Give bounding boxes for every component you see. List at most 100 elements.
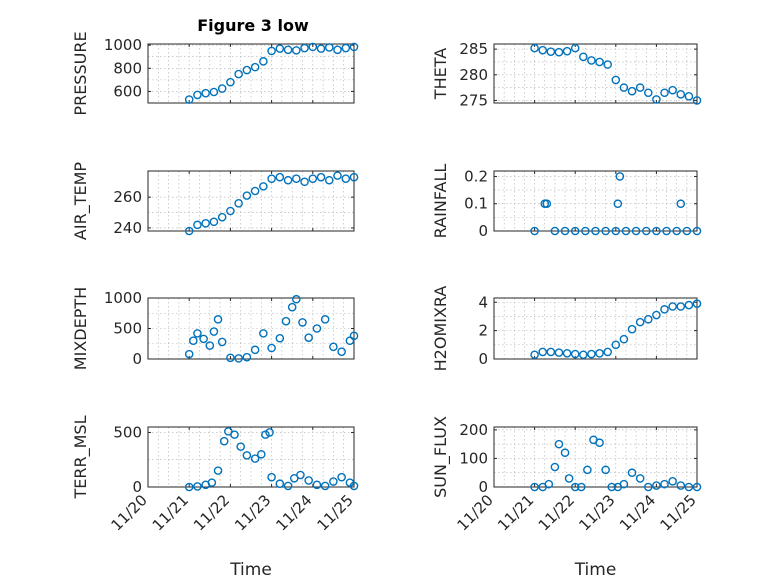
panel-pressure: 600 800 1000 PRESSURE <box>71 31 359 116</box>
data-point <box>692 226 702 236</box>
data-point <box>267 343 276 353</box>
data-point <box>345 336 355 346</box>
x-tick-label: 11/24 <box>272 491 315 534</box>
data-point <box>692 482 702 492</box>
data-point <box>283 175 293 185</box>
data-point <box>250 186 260 196</box>
data-point <box>643 482 653 492</box>
data-point <box>333 171 342 180</box>
y-tick-label: 100 <box>459 449 488 467</box>
data-point <box>613 199 623 209</box>
y-tick-label: 800 <box>113 59 142 77</box>
x-tick-label: 11/24 <box>616 491 659 534</box>
data-point <box>662 226 671 236</box>
data-point <box>300 43 309 53</box>
data-point <box>635 474 645 483</box>
data-point <box>193 482 202 491</box>
data-point <box>250 345 260 355</box>
data-point <box>230 430 239 439</box>
axes-frame <box>147 426 355 488</box>
data-point <box>226 353 235 363</box>
data-point <box>591 226 600 236</box>
x-tick-label: 11/25 <box>314 491 357 534</box>
data-point <box>660 479 669 489</box>
data-point <box>544 479 554 489</box>
data-point <box>236 442 245 451</box>
data-point <box>676 89 686 99</box>
data-point <box>209 217 219 227</box>
y-tick-label: 4 <box>478 293 488 311</box>
data-point <box>184 226 194 236</box>
y-axis-label: MIXDEPTH <box>71 287 90 370</box>
data-point <box>560 226 570 236</box>
data-point <box>611 75 621 85</box>
data-point <box>261 430 270 439</box>
data-point <box>595 57 604 67</box>
data-point <box>234 354 243 363</box>
data-point <box>281 316 291 326</box>
y-axis-label: PRESSURE <box>71 31 90 115</box>
data-point <box>209 87 219 97</box>
data-point <box>329 477 338 486</box>
data-point <box>603 60 612 69</box>
data-point <box>660 305 669 314</box>
data-point <box>652 95 661 104</box>
data-point <box>292 174 301 183</box>
y-tick-label: 0 <box>478 222 488 240</box>
data-point <box>652 226 661 236</box>
data-point <box>312 324 322 333</box>
data-point <box>611 226 621 236</box>
y-axis-label: TERR_MSL <box>71 415 91 499</box>
data-point <box>292 46 301 55</box>
data-point <box>213 315 223 324</box>
x-tick-label: 11/22 <box>535 491 578 534</box>
x-tick-label: 11/25 <box>657 491 700 534</box>
data-point <box>296 470 305 480</box>
panel-rainfall: 0 0.1 0.2 RAINFALL <box>431 164 702 240</box>
y-axis-label: AIR_TEMP <box>71 162 91 240</box>
data-point <box>324 175 334 185</box>
y-tick-label: 0 <box>478 350 488 368</box>
data-point <box>668 302 677 311</box>
panel-h2omixra: 0 2 4 H2OMIXRA <box>431 286 702 371</box>
data-point <box>652 310 661 320</box>
data-point <box>189 336 198 346</box>
data-point <box>607 482 617 492</box>
data-point <box>349 481 359 491</box>
data-point <box>329 342 338 352</box>
data-point <box>595 349 604 358</box>
data-point <box>570 43 580 53</box>
data-point <box>304 476 313 485</box>
data-point <box>234 69 243 79</box>
data-point <box>546 47 556 56</box>
data-point <box>283 45 293 55</box>
data-point <box>250 62 260 72</box>
y-tick-label: 200 <box>459 421 488 439</box>
data-point <box>530 43 539 53</box>
data-point <box>333 45 342 55</box>
data-point <box>337 472 346 482</box>
data-point <box>676 199 686 209</box>
panel-air-temp: 240 260 AIR_TEMP <box>71 162 359 240</box>
data-point <box>652 481 661 490</box>
y-tick-label: 600 <box>113 82 142 100</box>
y-tick-label: 0 <box>478 478 488 496</box>
data-point <box>341 43 351 53</box>
data-point <box>562 46 572 56</box>
x-axis-label: Time <box>229 560 272 580</box>
data-point <box>184 482 194 492</box>
data-point <box>316 172 326 182</box>
y-tick-label: 1000 <box>104 36 142 54</box>
panel-mixdepth: 0 500 1000 MIXDEPTH <box>71 287 359 370</box>
data-point <box>316 44 326 53</box>
x-axis-label: Time <box>574 560 617 580</box>
data-point <box>275 479 285 489</box>
data-point <box>635 317 645 327</box>
data-point <box>676 302 686 311</box>
y-tick-label: 0.1 <box>464 195 488 213</box>
data-point <box>349 172 359 182</box>
data-point <box>287 302 297 312</box>
data-point <box>570 226 580 236</box>
data-point <box>564 474 574 483</box>
